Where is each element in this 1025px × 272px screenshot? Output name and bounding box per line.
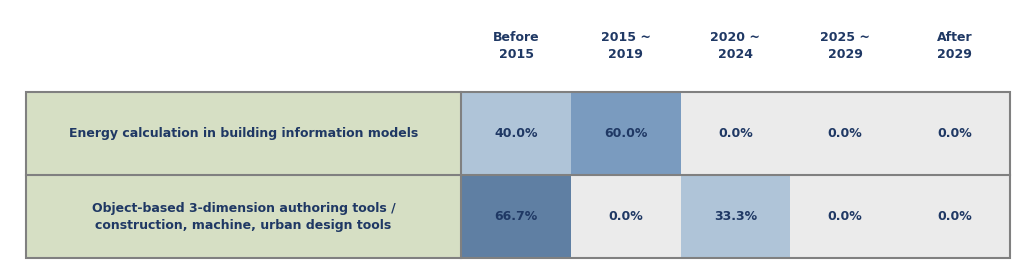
Bar <box>26 92 461 175</box>
Text: 2025 ~
2029: 2025 ~ 2029 <box>820 31 870 61</box>
Text: 0.0%: 0.0% <box>609 211 643 223</box>
Bar <box>461 92 571 175</box>
Bar <box>790 175 900 258</box>
Text: 2020 ~
2024: 2020 ~ 2024 <box>710 31 761 61</box>
Text: 33.3%: 33.3% <box>713 211 757 223</box>
Text: Energy calculation in building information models: Energy calculation in building informati… <box>69 128 418 140</box>
Text: 0.0%: 0.0% <box>938 211 972 223</box>
Bar <box>681 175 790 258</box>
Text: Before
2015: Before 2015 <box>493 31 539 61</box>
Bar <box>571 92 681 175</box>
Text: After
2029: After 2029 <box>937 31 973 61</box>
Text: 0.0%: 0.0% <box>828 128 862 140</box>
Bar <box>900 92 1010 175</box>
Bar <box>790 92 900 175</box>
Text: 60.0%: 60.0% <box>604 128 648 140</box>
Text: 66.7%: 66.7% <box>494 211 538 223</box>
Bar <box>461 175 571 258</box>
Bar <box>571 175 681 258</box>
Bar <box>26 175 461 258</box>
Text: 2015 ~
2019: 2015 ~ 2019 <box>601 31 651 61</box>
Text: 0.0%: 0.0% <box>719 128 752 140</box>
Text: 0.0%: 0.0% <box>828 211 862 223</box>
Text: Object-based 3-dimension authoring tools /
construction, machine, urban design t: Object-based 3-dimension authoring tools… <box>91 202 396 232</box>
Bar <box>681 92 790 175</box>
Bar <box>900 175 1010 258</box>
Text: 40.0%: 40.0% <box>494 128 538 140</box>
Text: 0.0%: 0.0% <box>938 128 972 140</box>
Bar <box>26 92 1010 258</box>
